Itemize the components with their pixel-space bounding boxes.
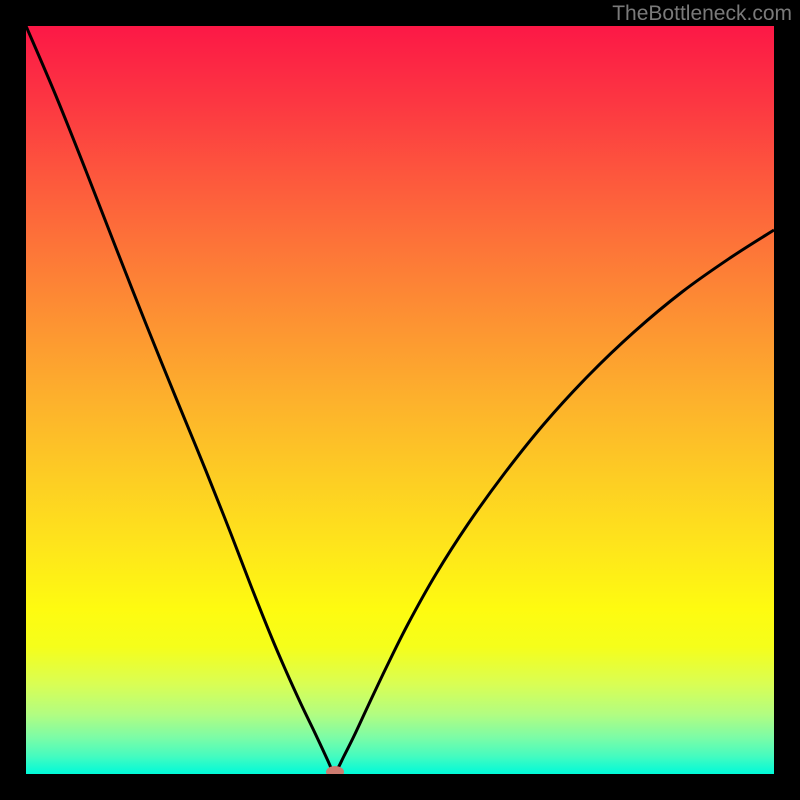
curve-layer [26,26,774,774]
minimum-marker [326,766,344,774]
curve-right-branch [334,230,774,773]
watermark-text: TheBottleneck.com [612,2,792,26]
curve-left-branch [26,26,334,773]
plot-area [26,26,774,774]
